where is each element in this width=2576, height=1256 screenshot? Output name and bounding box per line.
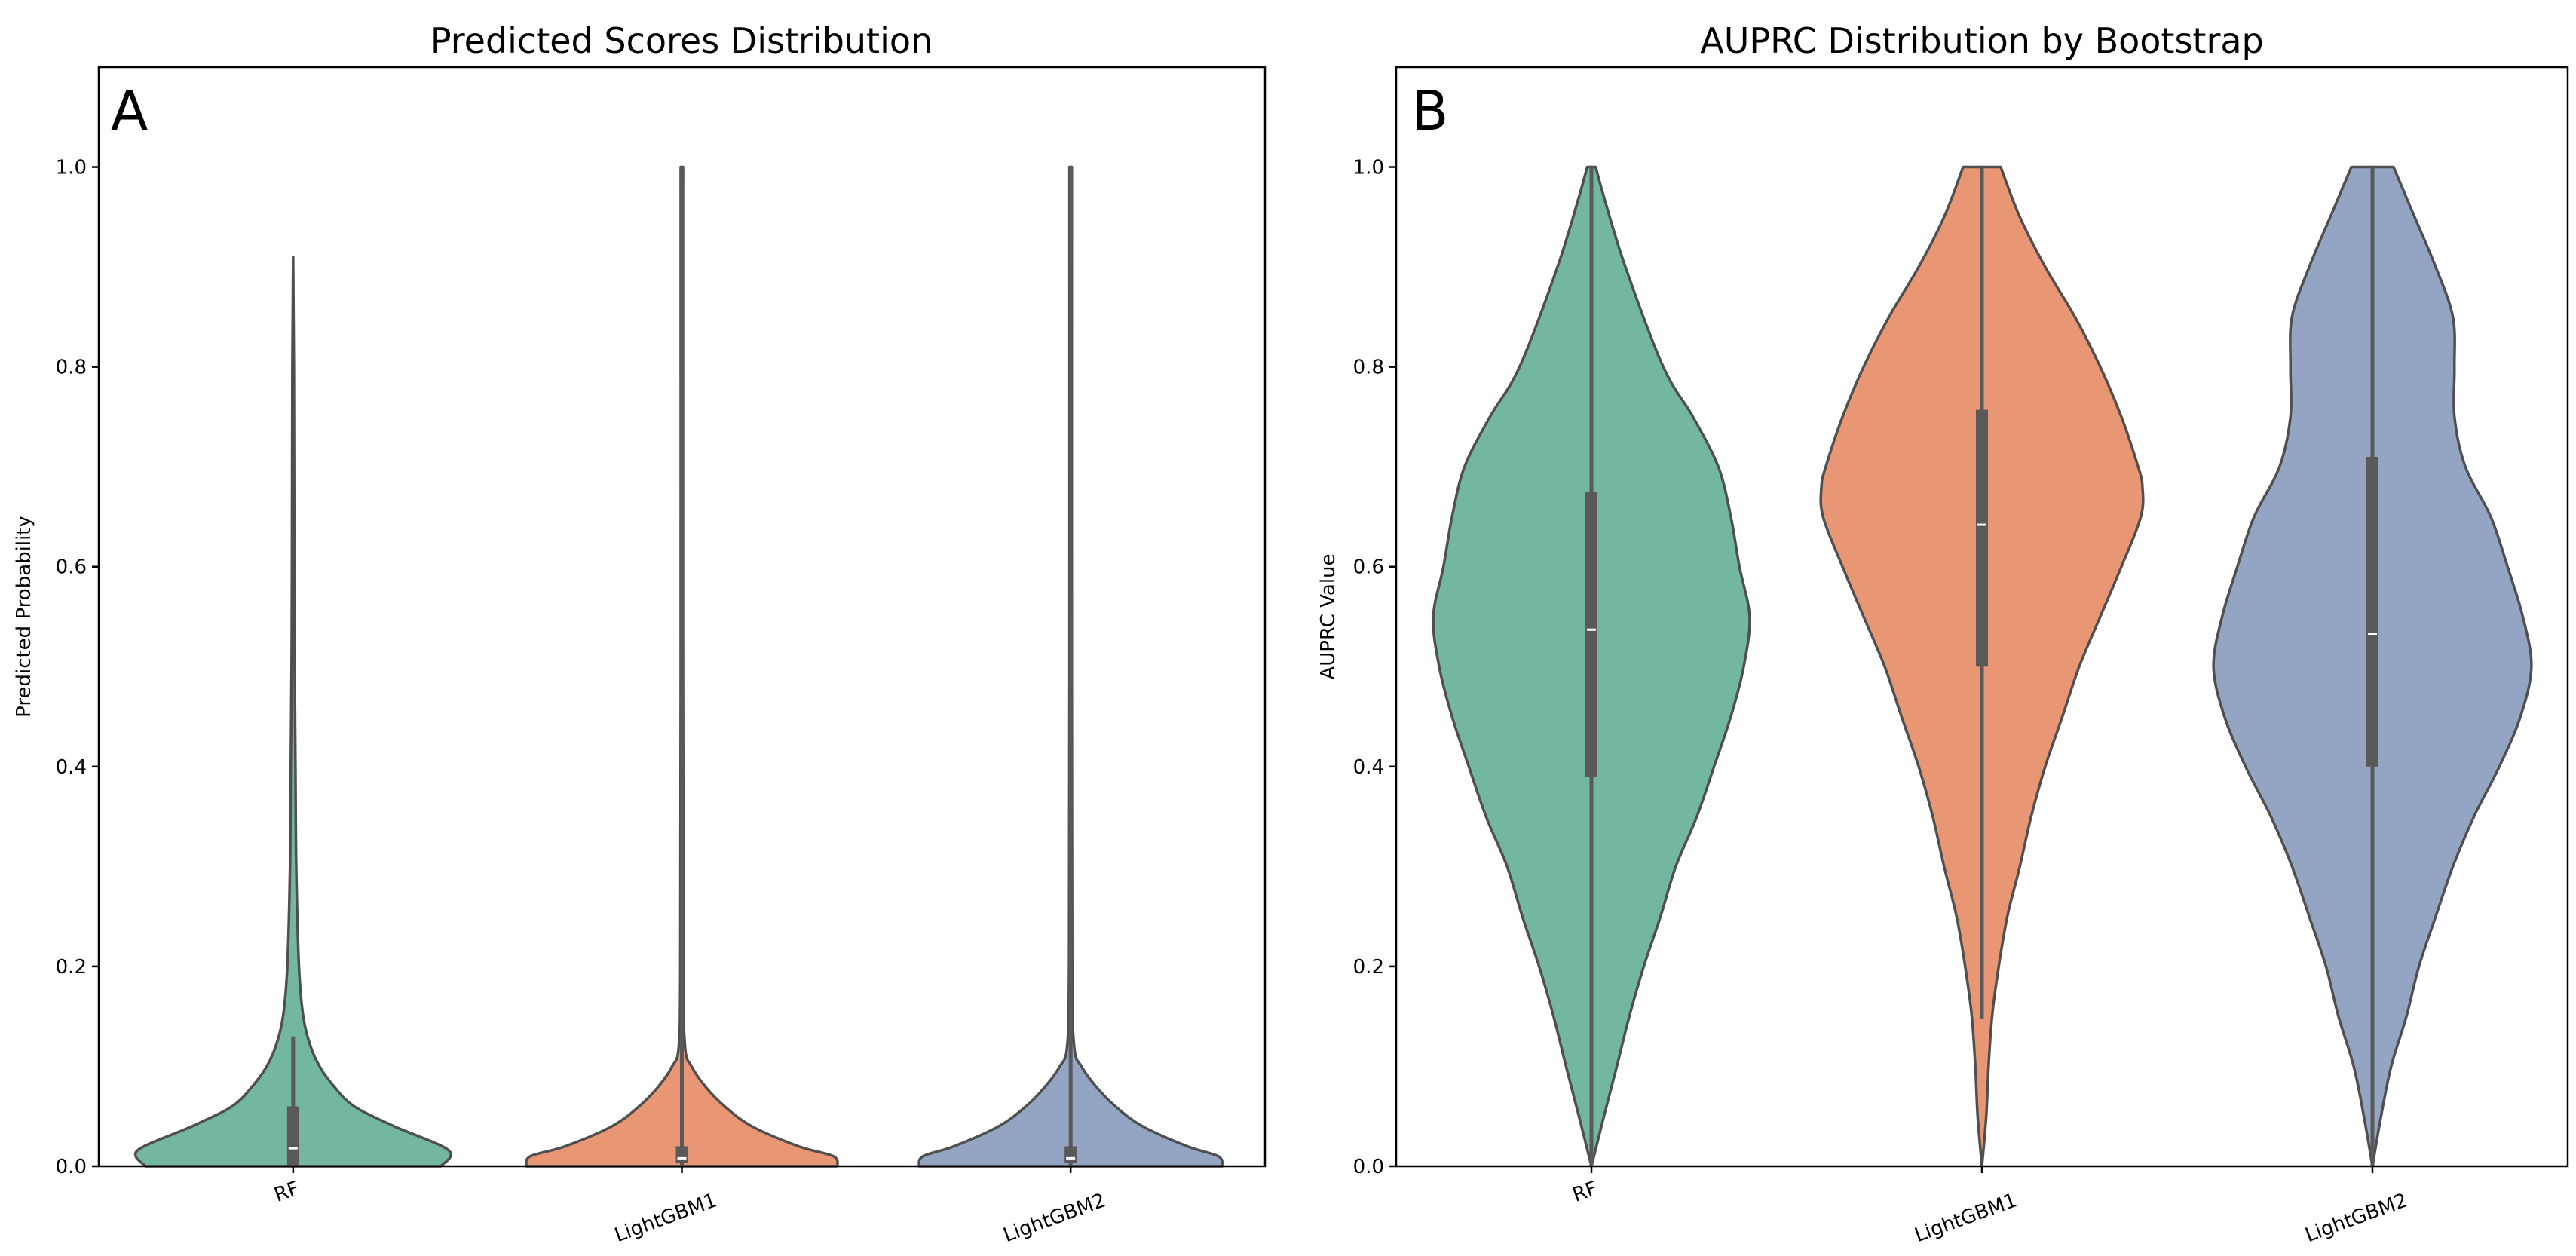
x-tick-label-rf: RF: [1570, 1177, 1600, 1206]
x-tick-label-lightgbm2: LightGBM2: [2302, 1189, 2411, 1247]
panel-b-ylabel: AUPRC Value: [1317, 553, 1340, 679]
y-tick-label: 0.8: [1353, 357, 1384, 379]
panel-b-label: B: [1411, 79, 1448, 142]
y-tick-label: 0.4: [56, 756, 87, 779]
y-tick-label: 1.0: [1353, 157, 1384, 179]
iqr-box-lightgbm2: [1064, 1146, 1077, 1164]
panel-b-title: AUPRC Distribution by Bootstrap: [1700, 20, 2264, 61]
y-tick-label: 0.6: [56, 556, 87, 579]
y-tick-label: 0.4: [1353, 756, 1384, 779]
x-tick-label-rf: RF: [271, 1177, 302, 1206]
iqr-box-rf: [286, 1106, 299, 1166]
y-tick-label: 0.0: [56, 1156, 87, 1178]
iqr-box-rf: [1585, 492, 1597, 777]
violin-rf: [133, 256, 452, 1168]
x-tick-label-lightgbm1: LightGBM1: [611, 1189, 720, 1247]
x-tick-label-lightgbm1: LightGBM1: [1912, 1189, 2020, 1247]
panel-a-label: A: [111, 79, 148, 142]
y-tick-label: 0.2: [1353, 956, 1384, 979]
y-tick-label: 1.0: [56, 157, 87, 179]
iqr-box-lightgbm1: [675, 1146, 688, 1164]
panel-a-title: Predicted Scores Distribution: [430, 20, 933, 61]
y-tick-label: 0.2: [56, 956, 87, 979]
panel-a: Predicted Scores Distribution A Predicte…: [13, 20, 1267, 1247]
iqr-box-lightgbm1: [1976, 409, 1988, 667]
panel-b: AUPRC Distribution by Bootstrap B AUPRC …: [1317, 20, 2569, 1247]
y-tick-label: 0.8: [56, 357, 87, 379]
y-tick-label: 0.0: [1353, 1156, 1384, 1178]
x-tick-label-lightgbm2: LightGBM2: [1000, 1189, 1109, 1247]
iqr-box-lightgbm2: [2366, 456, 2378, 767]
panel-a-ylabel: Predicted Probability: [13, 516, 35, 718]
y-tick-label: 0.6: [1353, 556, 1384, 579]
